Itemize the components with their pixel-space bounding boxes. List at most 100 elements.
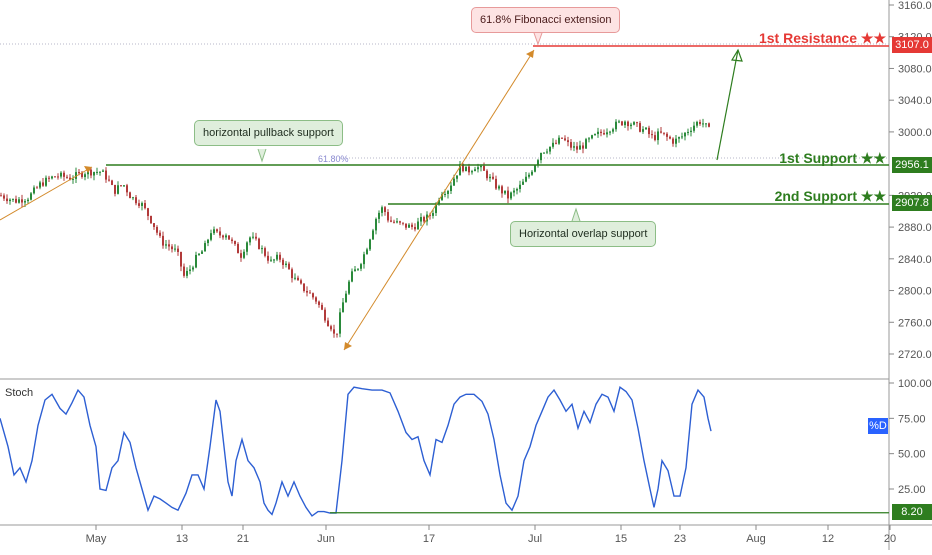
- fib-ratio-label: 61.80%: [318, 154, 349, 164]
- candle-body: [588, 138, 590, 140]
- candle-body: [54, 176, 56, 178]
- candle-body: [264, 248, 266, 256]
- candle-body: [189, 269, 191, 271]
- candle-body: [18, 199, 20, 203]
- candle-body: [165, 244, 167, 246]
- candle-body: [600, 131, 602, 134]
- price-tag-2907: 2907.8: [892, 195, 932, 211]
- candle-body: [354, 269, 356, 272]
- candle-body: [531, 171, 533, 175]
- candle-body: [684, 132, 686, 137]
- price-tick-label: 2720.0: [898, 349, 932, 361]
- price-tag-3107: 3107.0: [892, 37, 932, 53]
- candle-body: [489, 176, 491, 179]
- candle-body: [159, 232, 161, 236]
- candle-body: [642, 129, 644, 132]
- candle-body: [285, 263, 287, 265]
- candle-body: [627, 121, 629, 127]
- candle-body: [72, 178, 74, 180]
- candle-body: [240, 253, 242, 258]
- candle-body: [351, 271, 353, 282]
- candle-body: [702, 123, 704, 125]
- candle-body: [75, 172, 77, 179]
- time-tick-label: 13: [176, 533, 188, 545]
- candle-body: [90, 169, 92, 176]
- candle-body: [405, 223, 407, 228]
- candle-body: [45, 177, 47, 186]
- candle-body: [594, 134, 596, 136]
- candle-body: [624, 121, 626, 126]
- candle-body: [255, 236, 257, 239]
- time-tick-label: Jun: [317, 533, 335, 545]
- candle-body: [696, 121, 698, 126]
- candle-body: [213, 229, 215, 234]
- candle-body: [573, 146, 575, 148]
- candle-body: [51, 176, 53, 179]
- time-tick-label: 23: [674, 533, 686, 545]
- callout-pointer-pullback: [257, 148, 267, 163]
- candle-body: [678, 137, 680, 139]
- candle-body: [306, 290, 308, 293]
- candle-body: [666, 133, 668, 137]
- candle-body: [516, 188, 518, 191]
- candle-body: [495, 178, 497, 189]
- candle-body: [237, 243, 239, 254]
- candle-body: [171, 246, 173, 250]
- candle-body: [426, 214, 428, 222]
- candle-body: [603, 133, 605, 135]
- candle-body: [582, 145, 584, 149]
- candle-body: [417, 221, 419, 230]
- candle-body: [348, 281, 350, 294]
- candle-body: [369, 239, 371, 250]
- time-tick-label: 12: [822, 533, 834, 545]
- candle-body: [123, 185, 125, 187]
- stoch-tick-label: 100.00: [898, 378, 932, 390]
- candle-body: [669, 136, 671, 139]
- time-tick-label: 15: [615, 533, 627, 545]
- candle-body: [612, 129, 614, 132]
- candle-body: [507, 190, 509, 199]
- candle-body: [201, 251, 203, 254]
- candle-body: [444, 193, 446, 195]
- candle-body: [381, 207, 383, 213]
- candle-body: [174, 248, 176, 250]
- level-label-1st-support: 1st Support ★★: [779, 150, 886, 166]
- candle-body: [546, 151, 548, 153]
- price-tick-label: 2760.0: [898, 317, 932, 329]
- candle-body: [339, 312, 341, 334]
- candle-body: [258, 238, 260, 250]
- candle-body: [474, 169, 476, 172]
- candle-body: [579, 145, 581, 150]
- candle-body: [315, 297, 317, 302]
- candle-body: [576, 146, 578, 150]
- candle-body: [486, 170, 488, 179]
- candle-body: [234, 241, 236, 244]
- candle-body: [378, 212, 380, 219]
- candle-body: [432, 213, 434, 216]
- candle-body: [357, 268, 359, 270]
- candle-body: [648, 127, 650, 135]
- candle-body: [429, 214, 431, 216]
- candle-body: [30, 193, 32, 200]
- candle-body: [609, 131, 611, 133]
- candle-body: [570, 142, 572, 148]
- candle-body: [162, 235, 164, 246]
- candle-body: [183, 266, 185, 276]
- candle-body: [105, 170, 107, 180]
- candle-body: [537, 160, 539, 166]
- candle-body: [423, 217, 425, 222]
- candle-body: [408, 224, 410, 228]
- candle-body: [606, 132, 608, 135]
- stoch-tick-label: 25.00: [898, 484, 926, 496]
- candle-body: [438, 199, 440, 204]
- candle-body: [396, 221, 398, 223]
- candle-body: [321, 304, 323, 310]
- candle-body: [6, 198, 8, 202]
- candle-body: [519, 184, 521, 189]
- annotation-fib-extension: 61.8% Fibonacci extension: [471, 7, 621, 33]
- candle-body: [57, 176, 59, 178]
- candle-body: [78, 172, 80, 174]
- time-tick-label: Aug: [746, 533, 766, 545]
